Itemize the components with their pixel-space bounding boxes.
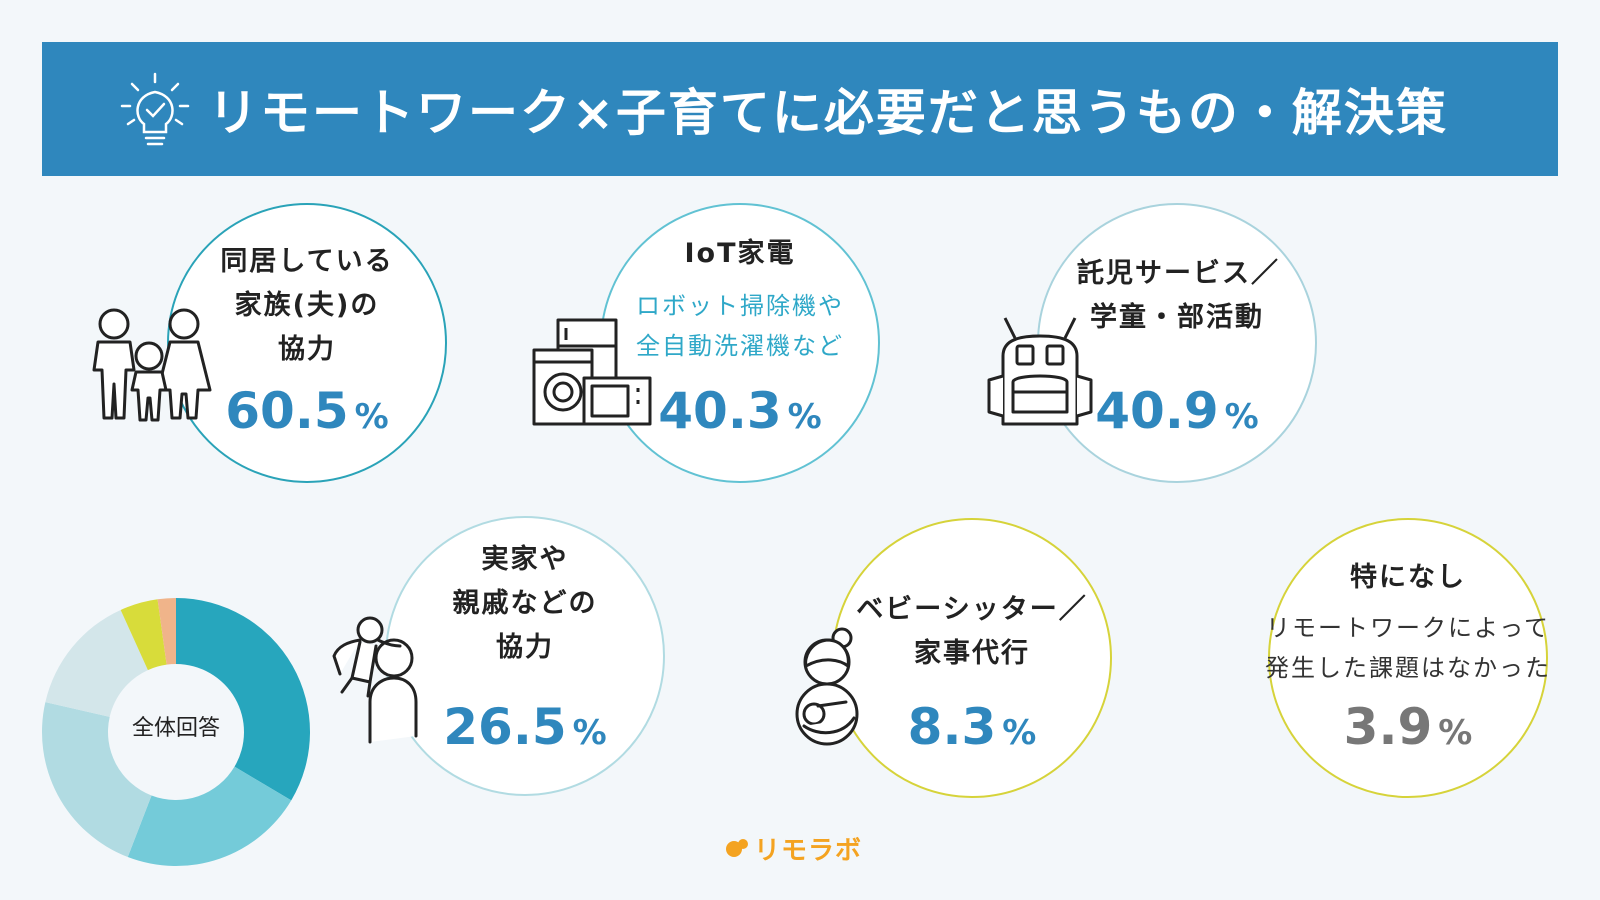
logo-text: リモラボ [754, 836, 863, 866]
stat-label-iot: IoT家電 [684, 238, 796, 269]
stat-value-iot: 40.3% [658, 382, 822, 440]
parent-child-icon [332, 616, 418, 744]
donut-segment-4 [120, 599, 167, 671]
stat-label-relatives: 実家や 親戚などの 協力 [452, 544, 598, 663]
donut-segment-3 [45, 609, 148, 717]
stat-label-childcare: 託児サービス／ 学童・部活動 [1077, 258, 1280, 333]
stat-value-none: 3.9% [1343, 698, 1473, 756]
babysitter-icon [795, 627, 859, 746]
donut-segment-1 [127, 766, 292, 866]
donut-segment-5 [157, 598, 176, 665]
donut-segment-0 [176, 598, 310, 801]
stat-label-babysitter: ベビーシッター／ 家事代行 [856, 594, 1088, 669]
donut-chart [41, 598, 310, 866]
stat-sublabel-iot: ロボット掃除機や 全自動洗濯機など [636, 292, 844, 360]
stat-circle-babysitter [832, 518, 1112, 798]
title-banner: リモートワーク×子育てに必要だと思うもの・解決策 [42, 42, 1558, 176]
donut-center-label: 全体回答 [131, 716, 220, 741]
backpack-icon [987, 317, 1093, 426]
donut-segment-2 [41, 702, 152, 858]
stat-sublabel-none: リモートワークによって 発生した課題はなかった [1265, 614, 1551, 682]
stat-value-relatives: 26.5% [443, 698, 607, 756]
logo-mark-small [738, 838, 748, 849]
stat-circle-childcare [1037, 203, 1317, 483]
lightbulb-icon [120, 72, 190, 146]
family-icon [92, 308, 212, 422]
page-title: リモートワーク×子育てに必要だと思うもの・解決策 [208, 84, 1448, 142]
stat-value-childcare: 40.9% [1095, 382, 1259, 440]
stat-circle-family [167, 203, 447, 483]
stat-label-family: 同居している 家族(夫)の 協力 [220, 246, 394, 365]
stat-value-family: 60.5% [225, 382, 389, 440]
logo: リモラボ [726, 830, 862, 867]
stat-value-babysitter: 8.3% [907, 698, 1037, 756]
stat-circle-none [1268, 518, 1548, 798]
appliances-icon [532, 318, 652, 426]
stat-label-none: 特になし [1350, 562, 1466, 593]
